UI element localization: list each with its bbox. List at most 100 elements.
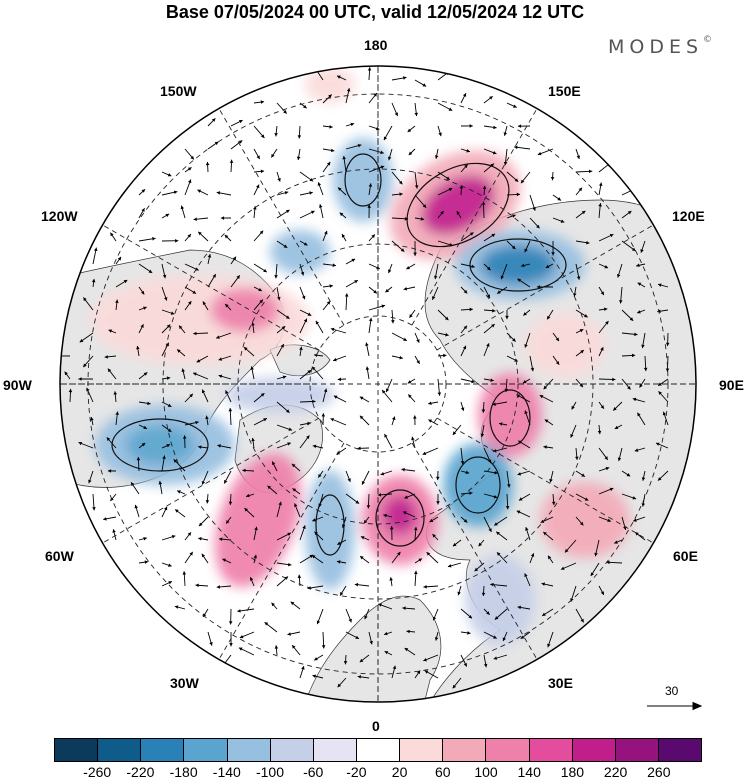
wind-vector [614,539,623,544]
wind-vector [598,263,609,269]
wind-vector [311,366,324,380]
wind-vector [138,306,147,311]
wind-vector [161,444,171,449]
wind-vector [460,286,468,294]
wind-vector [218,374,232,380]
wind-vector [505,309,509,320]
wind-vector [130,482,140,495]
wind-vector [322,161,331,173]
wind-vector [219,537,232,541]
wind-vector [414,332,420,343]
wind-vector [138,424,148,430]
wind-vector [343,654,348,665]
wind-vector [225,390,232,403]
wind-vector [657,378,669,387]
wind-vector [253,526,258,541]
wind-vector [182,571,187,587]
wind-vector [408,148,416,156]
colorbar-tick-label: 20 [391,764,408,780]
wind-vector [242,468,255,473]
wind-vector [543,445,554,449]
contour [489,389,531,447]
wind-vector [506,102,517,108]
wind-vector [496,551,508,564]
wind-vector [406,263,416,270]
wind-vector [92,493,96,511]
anomaly-positive-core [382,495,418,535]
wind-vector [337,377,347,382]
wind-vector [161,455,166,472]
wind-vector [344,293,349,311]
wind-vector [542,531,554,541]
wind-vector [621,470,631,477]
wind-vector [575,187,583,196]
wind-vector [389,526,394,541]
wind-vector [299,399,316,404]
colorbar-tick-label: 220 [603,764,628,780]
colorbar-segment [528,739,572,761]
wind-vector [547,631,554,648]
wind-vector [377,493,393,497]
wind-vector [345,608,352,623]
wind-vector [216,332,232,339]
wind-vector [184,551,194,564]
wind-vector [403,286,416,291]
wind-vector [360,536,370,541]
label-150e: 150E [548,83,581,99]
label-90w: 90W [3,377,32,393]
wind-vector [414,217,425,221]
wind-vector [483,323,495,334]
wind-vector [433,263,439,280]
wind-vector [636,263,646,268]
wind-vector [483,263,491,271]
wind-vector [483,447,492,464]
wind-vector [657,470,669,481]
wind-vector [161,190,178,196]
wind-vector [88,470,94,484]
wind-vector [184,531,192,541]
wind-vector [422,447,439,455]
wind-vector [506,470,511,488]
wind-vector [345,143,362,150]
wind-vector [460,307,473,312]
colorbar-tick-label: 100 [474,764,498,780]
wind-vector [138,237,156,242]
meridian-line [411,442,538,660]
wind-vector [249,576,255,587]
wind-vector [575,608,585,623]
wind-vector [460,516,468,523]
wind-vector [621,240,636,252]
wind-vector [330,418,347,426]
wind-vector [292,488,301,495]
wind-vector [404,493,416,499]
wind-vector [321,631,326,649]
wind-vector [431,286,439,300]
wind-vector [274,125,278,137]
wind-vector [529,553,535,564]
wind-vector [637,412,646,426]
wind-vector [253,230,264,242]
wind-vector [244,507,255,518]
wind-vector [103,516,117,521]
wind-vector [276,286,281,301]
wind-vector [518,493,531,501]
wind-vector [434,148,439,159]
wind-vector [384,650,393,656]
wind-vector [478,539,485,547]
wind-vector [237,608,255,613]
wind-vector [483,163,495,173]
colorbar-segment [97,739,141,761]
wind-vector [414,79,427,87]
wind-vector [368,317,373,334]
wind-vector [383,125,393,141]
wind-vector [299,263,305,276]
wind-vector [276,532,292,541]
wind-vector [361,470,370,485]
land-europe [299,595,442,702]
wind-vector [274,645,279,656]
colorbar-tick-label: 180 [560,764,585,780]
wind-vector [598,377,616,382]
wind-vector [614,424,623,430]
wind-vector [385,378,393,393]
wind-vector [423,654,439,662]
